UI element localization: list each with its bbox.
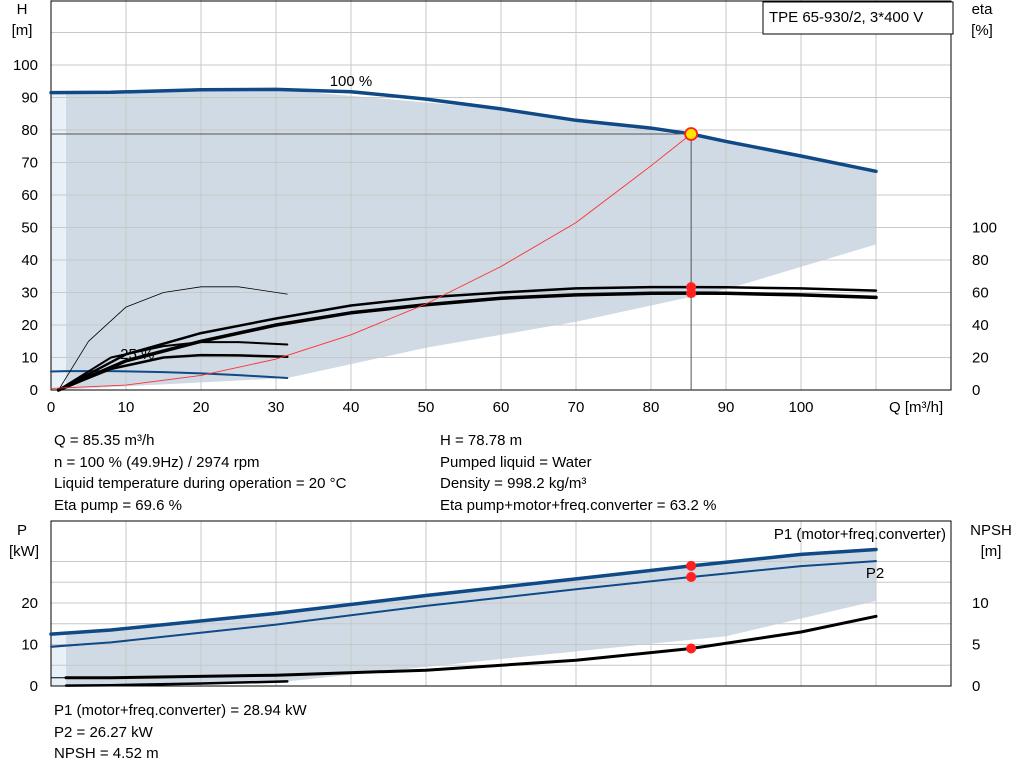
y-tick-label: 40 [21, 252, 38, 269]
info-density: Density = 998.2 kg/m³ [440, 475, 587, 492]
y-tick-label: 80 [21, 122, 38, 139]
info-eta-total: Eta pump+motor+freq.converter = 63.2 % [440, 496, 717, 514]
operating-point-p1 [686, 560, 697, 571]
y-tick-label: 20 [21, 317, 38, 334]
info-speed: n = 100 % (49.9Hz) / 2974 rpm [54, 453, 260, 471]
eta-25-pump-curve [57, 341, 289, 391]
eta-25-total-curve [57, 353, 289, 392]
x-tick-label: 50 [418, 399, 435, 416]
power-axis-label: P [17, 522, 27, 539]
info-p1: P1 (motor+freq.converter) = 28.94 kW [54, 702, 307, 719]
x-tick-label: 100 [788, 399, 813, 416]
p2-extension [50, 641, 112, 648]
envelope-light-area [51, 92, 66, 390]
info-liquid: Pumped liquid = Water [440, 453, 592, 471]
power-y-tick-label: 20 [21, 595, 38, 612]
info-npsh: NPSH = 4.52 m [54, 745, 159, 762]
p1-legend-label: P1 (motor+freq.converter) [774, 526, 946, 543]
power-plot-frame [50, 520, 952, 687]
operating-point-npsh [686, 643, 697, 654]
head-25-curve [50, 370, 289, 379]
y-tick-label: 0 [30, 382, 38, 399]
info-bottom: P1 (motor+freq.converter) = 28.94 kW P2 … [54, 700, 307, 765]
x-tick-label: 40 [343, 399, 360, 416]
operating-point-p2 [686, 571, 697, 582]
npsh-axis-unit: [m] [981, 543, 1002, 560]
y-tick-label: 60 [21, 187, 38, 204]
head-100-curve [49, 87, 878, 174]
x-tick-label: 0 [47, 399, 55, 416]
label-100-percent: 100 % [330, 73, 373, 90]
y2-tick-label: 100 [972, 220, 997, 237]
p-25-curve [64, 680, 289, 687]
label-25-percent: 25 % [120, 346, 154, 363]
npsh-tick-label: 10 [972, 595, 989, 612]
y2-tick-label: 0 [972, 382, 980, 399]
y-tick-label: 70 [21, 155, 38, 172]
info-left: Q = 85.35 m³/h n = 100 % (49.9Hz) / 2974… [54, 430, 346, 516]
y-tick-label: 50 [21, 220, 38, 237]
operating-point-head [684, 127, 699, 141]
y-axis-unit: [m] [12, 22, 33, 39]
y2-tick-label: 20 [972, 350, 989, 367]
x-tick-label: 60 [493, 399, 510, 416]
x-tick-label: 90 [718, 399, 735, 416]
power-y-tick-label: 0 [30, 678, 38, 695]
info-p2: P2 = 26.27 kW [54, 723, 153, 741]
title-box [762, 1, 954, 35]
y2-tick-label: 80 [972, 252, 989, 269]
x-tick-label: 80 [643, 399, 660, 416]
power-axis-unit: [kW] [9, 543, 39, 560]
eta-thin-curve [58, 286, 288, 391]
info-head: H = 78.78 m [440, 432, 523, 449]
y-tick-label: 10 [21, 350, 38, 367]
y2-axis-unit: [%] [971, 22, 993, 39]
operating-point-eta-total [686, 288, 697, 299]
y-tick-label: 30 [21, 285, 38, 302]
power-envelope-light-area [51, 634, 66, 686]
y-tick-label: 90 [21, 90, 38, 107]
power-y-tick-label: 10 [21, 637, 38, 654]
y2-tick-label: 40 [972, 317, 989, 334]
y-axis-label: H [17, 1, 28, 18]
envelope-area [66, 89, 876, 390]
x-axis-label: Q [m³/h] [889, 399, 943, 416]
p2-legend-label: P2 [866, 565, 884, 582]
x-tick-label: 20 [193, 399, 210, 416]
npsh-axis-label: NPSH [970, 522, 1012, 539]
y2-axis-label: eta [972, 1, 994, 18]
x-tick-label: 70 [568, 399, 585, 416]
plot-frame [50, 0, 952, 391]
p1-curve [49, 547, 878, 636]
system-curve-curve [50, 133, 692, 389]
p2-curve [50, 560, 877, 648]
npsh-curve [64, 614, 878, 680]
y2-tick-label: 60 [972, 285, 989, 302]
info-eta-pump: Eta pump = 69.6 % [54, 496, 182, 514]
x-tick-label: 30 [268, 399, 285, 416]
info-temperature: Liquid temperature during operation = 20… [54, 475, 347, 492]
p1-extension [50, 629, 112, 636]
x-tick-label: 10 [118, 399, 135, 416]
y-tick-label: 100 [13, 57, 38, 74]
chart-title: TPE 65-930/2, 3*400 V [769, 9, 923, 26]
npsh-tick-label: 0 [972, 678, 980, 695]
eta-pump-curve [57, 285, 878, 392]
power-envelope-area [66, 549, 876, 686]
pump-performance-chart: 100 % 25 % TPE 65-930/2, 3*400 V 0 10 20 30 40 5… [9, 0, 1012, 695]
npsh-tick-label: 5 [972, 637, 980, 654]
info-right: H = 78.78 m Pumped liquid = Water Densit… [440, 430, 716, 516]
info-flow: Q = 85.35 m³/h [54, 432, 155, 449]
